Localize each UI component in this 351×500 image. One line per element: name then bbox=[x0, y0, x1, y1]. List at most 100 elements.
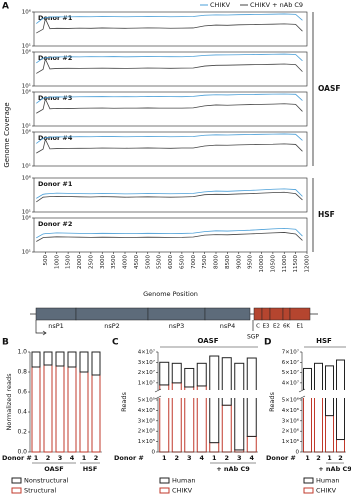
x-tick-label: 1 bbox=[212, 454, 217, 462]
plot-frame bbox=[33, 217, 308, 253]
y-tick-label: 10⁶ bbox=[22, 49, 32, 56]
group-label: HSF bbox=[83, 465, 98, 473]
x-tick-label: 8000 bbox=[214, 255, 220, 269]
x-tick-label: 6500 bbox=[179, 255, 185, 269]
x-tick-label: 6000 bbox=[168, 255, 174, 269]
plot-frame bbox=[33, 177, 308, 213]
x-tick-label: 2 bbox=[174, 454, 179, 462]
bar-segment bbox=[67, 351, 77, 368]
y-tick-label: 0.2 bbox=[17, 429, 27, 436]
y-axis-label: Normalized reads bbox=[5, 373, 13, 431]
bar-segment bbox=[314, 393, 323, 453]
plot-frame bbox=[33, 131, 308, 167]
bar-segment bbox=[221, 357, 232, 406]
bar-segment bbox=[79, 371, 89, 453]
y-tick-label: 1×10⁷ bbox=[138, 379, 155, 386]
x-tick-label: 9000 bbox=[236, 255, 242, 269]
x-tick-label: 5000 bbox=[145, 255, 151, 269]
x-tick-label: 12000 bbox=[305, 255, 311, 273]
panel-title: Donor #1 bbox=[38, 180, 73, 188]
bar-segment bbox=[246, 435, 257, 453]
y-tick-label: 10⁶ bbox=[22, 89, 32, 96]
x-tick-label: 1 bbox=[305, 454, 310, 462]
gene-box bbox=[261, 307, 271, 321]
bar-segment bbox=[91, 351, 101, 376]
x-tick-label: 1 bbox=[82, 454, 87, 462]
break-mark bbox=[154, 395, 162, 400]
y-axis-label: Reads bbox=[120, 392, 128, 412]
bar-segment bbox=[171, 362, 182, 384]
panel-title: Donor #2 bbox=[38, 220, 72, 228]
bar-segment bbox=[303, 393, 312, 453]
bar-segment bbox=[159, 361, 170, 386]
bar-segment bbox=[196, 362, 207, 387]
bar-segment bbox=[314, 362, 323, 395]
bar-segment bbox=[209, 442, 220, 453]
group-label: OASF bbox=[44, 465, 64, 473]
y-tick-label: 4×10⁷ bbox=[138, 349, 155, 356]
break-mark bbox=[298, 388, 306, 393]
gene-box bbox=[269, 307, 284, 321]
panel-title: Donor #4 bbox=[38, 134, 73, 142]
panel-title: Donor #1 bbox=[38, 14, 73, 22]
y-tick-label: 10¹ bbox=[22, 209, 31, 216]
coverage-line bbox=[36, 188, 303, 199]
x-tick-label: 3500 bbox=[111, 255, 117, 269]
x-tick-label: 10500 bbox=[270, 255, 276, 273]
legend-swatch bbox=[303, 477, 314, 484]
gene-label: E2 bbox=[273, 324, 280, 330]
x-tick-label: 4 bbox=[199, 454, 204, 462]
legend-swatch bbox=[11, 487, 22, 494]
y-tick-label: 2×10⁶ bbox=[282, 428, 300, 435]
y-tick-label: 4×10⁶ bbox=[282, 407, 300, 414]
coverage-line bbox=[36, 13, 303, 24]
y-tick-label: 6×10⁷ bbox=[282, 359, 299, 366]
y-tick-label: 10⁶ bbox=[22, 175, 32, 182]
y-tick-label: 10¹ bbox=[22, 43, 31, 50]
y-tick-label: 1×10⁶ bbox=[282, 438, 300, 445]
y-tick-label: 4×10⁵ bbox=[138, 407, 155, 414]
x-tick-label: 4 bbox=[70, 454, 75, 462]
bar-segment bbox=[325, 415, 334, 453]
gene-label: C bbox=[256, 324, 260, 330]
x-tick-label: 11500 bbox=[293, 255, 299, 273]
bar-segment bbox=[336, 439, 345, 453]
coverage-line bbox=[36, 93, 303, 104]
x-tick-label: 1 bbox=[162, 454, 167, 462]
gene-box bbox=[147, 307, 206, 321]
x-axis-label: Donor # bbox=[114, 454, 144, 462]
axis-break bbox=[154, 390, 260, 398]
plot-frame bbox=[33, 11, 308, 47]
gene-label: E3 bbox=[263, 324, 270, 330]
x-tick-label: 4500 bbox=[134, 255, 140, 269]
legend-label: Nonstructural bbox=[24, 477, 69, 485]
x-tick-label: 7000 bbox=[191, 255, 197, 269]
coverage-line bbox=[36, 138, 303, 154]
x-axis-label: Donor # bbox=[266, 454, 296, 462]
y-tick-label: 3×10⁷ bbox=[138, 359, 155, 366]
bar-segment bbox=[67, 366, 77, 453]
bar-segment bbox=[221, 404, 232, 453]
x-axis-label: Donor # bbox=[2, 454, 32, 462]
gene-label: nsP1 bbox=[48, 322, 64, 330]
y-tick-label: 4×10⁷ bbox=[282, 379, 299, 386]
gene-label: nsP2 bbox=[104, 322, 120, 330]
group-label: OASF bbox=[318, 84, 341, 93]
y-tick-label: 10⁶ bbox=[22, 215, 32, 222]
y-tick-label: 1×10⁵ bbox=[138, 438, 155, 445]
plot-frame bbox=[33, 91, 308, 127]
y-tick-label: 0 bbox=[152, 450, 156, 456]
x-tick-label: 4 bbox=[249, 454, 254, 462]
y-tick-label: 1.0 bbox=[17, 349, 27, 356]
x-tick-label: 3000 bbox=[100, 255, 106, 269]
legend-swatch bbox=[159, 487, 170, 494]
y-tick-label: 0.6 bbox=[17, 389, 27, 396]
bar-segment bbox=[43, 364, 53, 453]
x-tick-label: 1000 bbox=[54, 255, 60, 269]
panel-title: Donor #3 bbox=[38, 94, 72, 102]
coverage-line bbox=[36, 133, 303, 144]
promoter-label: SGP bbox=[247, 334, 259, 341]
x-tick-label: 9500 bbox=[248, 255, 254, 269]
legend-label: Structural bbox=[24, 487, 56, 495]
